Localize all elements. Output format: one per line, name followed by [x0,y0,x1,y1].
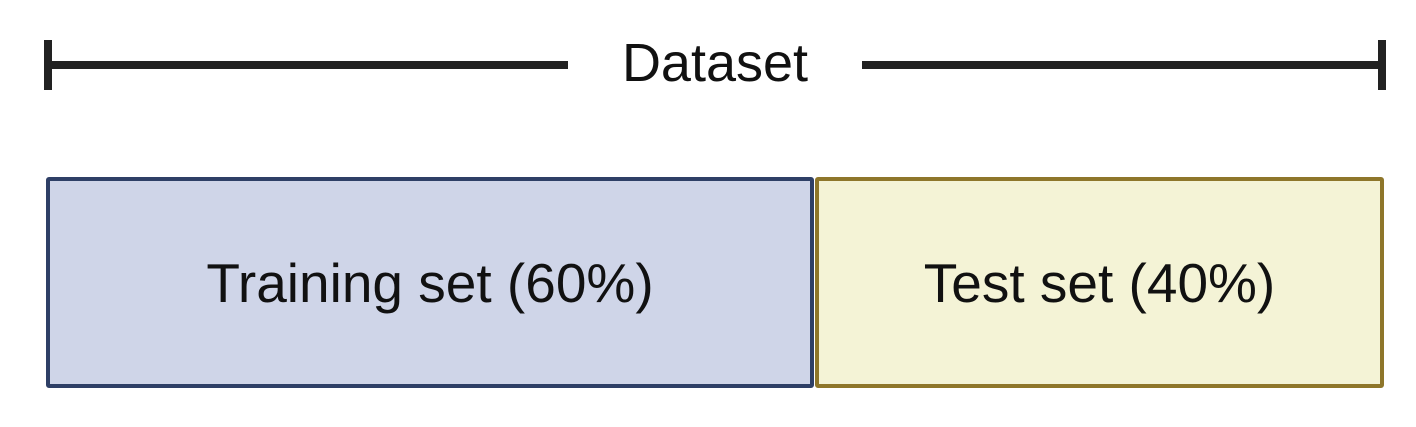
training-set-label: Training set (60%) [206,251,654,314]
dataset-bracket-left-line [46,61,568,69]
dataset-label: Dataset [621,33,809,93]
test-set-box: Test set (40%) [815,177,1384,388]
test-set-label: Test set (40%) [923,251,1276,314]
dataset-bracket-right-tick [1378,40,1386,90]
dataset-bracket-right-line [862,61,1384,69]
training-set-box: Training set (60%) [46,177,814,388]
